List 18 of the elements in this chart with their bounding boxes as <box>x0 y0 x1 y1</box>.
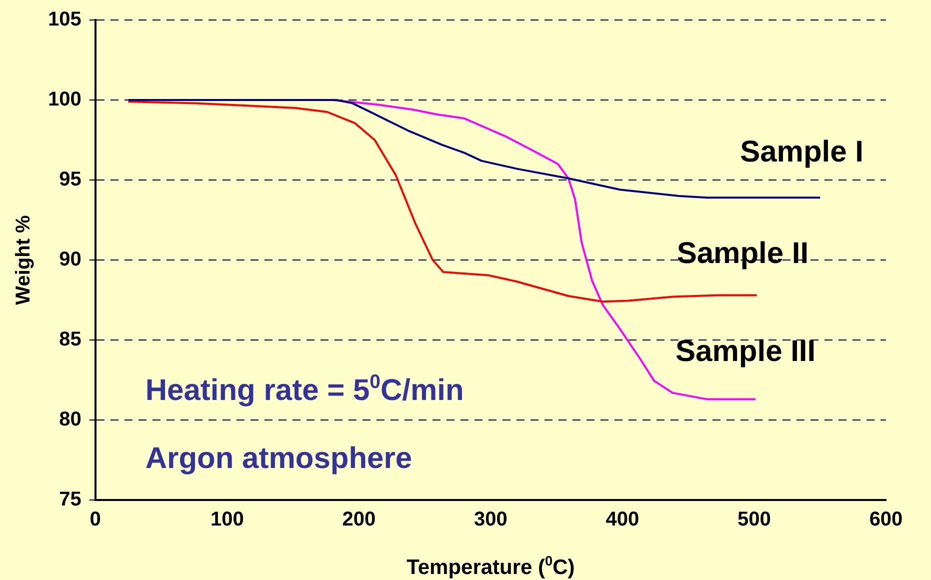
y-tick-label: 105 <box>48 8 82 31</box>
series-label: Sample III <box>676 335 816 368</box>
annotation: Argon atmosphere <box>145 442 412 475</box>
y-tick-label: 75 <box>59 488 82 511</box>
y-tick-label: 80 <box>59 408 82 431</box>
x-tick-label: 0 <box>90 508 101 531</box>
x-tick-label: 200 <box>342 508 376 531</box>
y-axis-title: Weight % <box>12 214 35 305</box>
y-tick-label: 85 <box>59 328 82 351</box>
x-tick-label: 300 <box>474 508 508 531</box>
x-tick-label: 600 <box>869 508 903 531</box>
y-tick-label: 90 <box>59 248 82 271</box>
series-label: Sample I <box>740 136 864 169</box>
x-tick-label: 400 <box>606 508 640 531</box>
x-tick-label: 100 <box>210 508 244 531</box>
y-tick-label: 100 <box>48 88 82 111</box>
y-tick-label: 95 <box>59 168 82 191</box>
x-tick-label: 500 <box>738 508 771 531</box>
